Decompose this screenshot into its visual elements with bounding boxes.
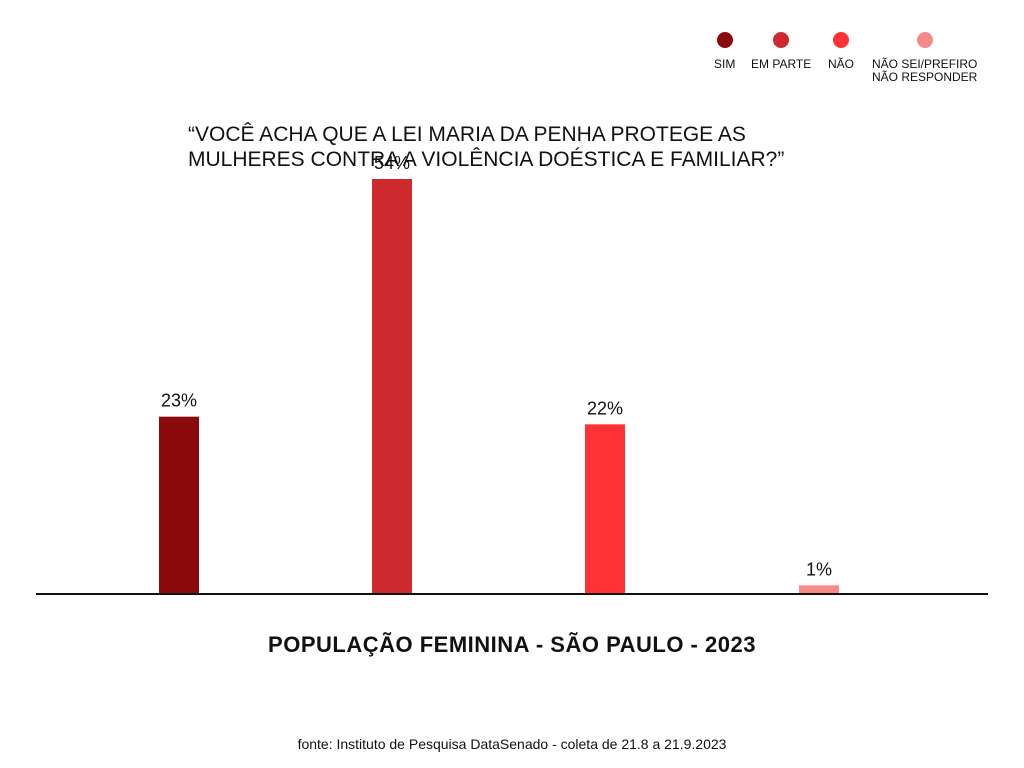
legend-swatch-nao — [833, 32, 849, 48]
legend-item-em-parte: EM PARTE — [751, 32, 811, 71]
bar-value-label-4: 1% — [806, 559, 832, 579]
legend-swatch-nao-sei — [916, 32, 933, 48]
legend-label-nao: NÃO — [828, 57, 855, 71]
bar-value-label-2: 54% — [374, 153, 410, 173]
bar-value-label-1: 23% — [161, 391, 197, 411]
legend-swatch-em-parte — [773, 32, 790, 48]
legend-label-sim: SIM — [714, 57, 736, 71]
legend-item-sim: SIM — [714, 32, 735, 71]
legend: SIM EM PARTE NÃO NÃO SEI/PREFIRO NÃO RES… — [0, 0, 1024, 100]
chart-subtitle: POPULAÇÃO FEMININA - SÃO PAULO - 2023 — [268, 632, 756, 657]
bar-1 — [159, 416, 199, 593]
legend-label-nao-sei: NÃO SEI/PREFIRO NÃO RESPONDER — [872, 57, 978, 84]
legend-item-nao: NÃO — [828, 32, 854, 71]
chart-title: “VOCÊ ACHA QUE A LEI MARIA DA PENHA PROT… — [188, 123, 785, 171]
legend-item-nao-sei: NÃO SEI/PREFIRO NÃO RESPONDER — [872, 32, 977, 84]
bar-2 — [372, 179, 412, 593]
bar-4 — [799, 585, 839, 593]
legend-label-em-parte: EM PARTE — [751, 57, 812, 71]
legend-swatch-sim — [716, 32, 733, 48]
bar-3 — [585, 424, 625, 593]
source-note: fonte: Instituto de Pesquisa DataSenado … — [297, 736, 727, 752]
bar-value-label-3: 22% — [587, 398, 623, 418]
